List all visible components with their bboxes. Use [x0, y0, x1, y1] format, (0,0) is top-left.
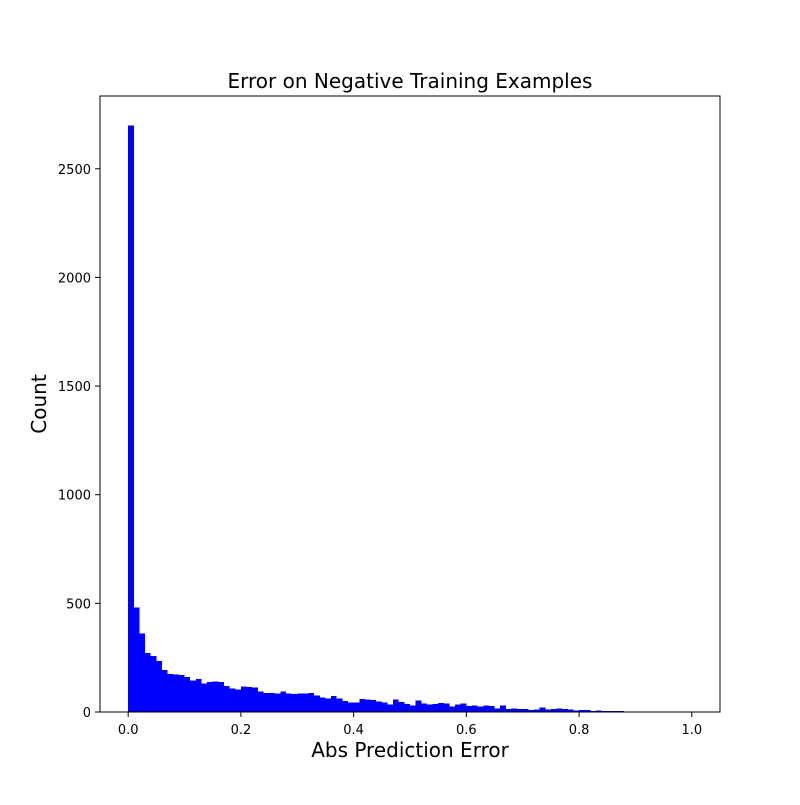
histogram-bar [292, 694, 298, 712]
y-tick-label: 1500 [58, 380, 91, 395]
histogram-bar [359, 699, 365, 712]
x-tick-label: 0.6 [456, 723, 477, 738]
x-axis-ticks: 0.0 0.2 0.4 0.6 0.8 1.0 [118, 712, 702, 738]
histogram-bar [297, 693, 303, 712]
histogram-bar [201, 683, 207, 712]
histogram-bar [269, 693, 275, 712]
histogram-bar [421, 704, 427, 712]
histogram-bar [433, 704, 439, 712]
histogram-bar [314, 696, 320, 712]
y-tick-label: 2500 [58, 163, 91, 178]
histogram-bar [190, 680, 196, 712]
histogram-bar [196, 679, 202, 712]
y-tick-label: 0 [83, 706, 91, 721]
histogram-bar [331, 696, 337, 712]
histogram-bar [393, 699, 399, 712]
histogram-bar [286, 694, 292, 712]
histogram-bar [235, 690, 241, 712]
histogram-bar [399, 702, 405, 712]
histogram-bar [382, 703, 388, 712]
histogram-bar [472, 705, 478, 712]
y-axis-label: Count [27, 374, 51, 434]
histogram-bar [156, 661, 162, 712]
histogram-bar [342, 701, 348, 712]
histogram-bar [173, 675, 179, 712]
histogram-bar [151, 656, 157, 712]
x-axis-label: Abs Prediction Error [311, 738, 509, 762]
histogram-bar [252, 688, 258, 712]
histogram-bar [348, 703, 354, 712]
histogram-bar [325, 698, 331, 712]
histogram-bars [128, 125, 692, 712]
histogram-bar [207, 682, 213, 712]
histogram-bar [455, 705, 461, 712]
histogram-bar [218, 682, 224, 712]
histogram-bar [185, 677, 191, 712]
histogram-bar [365, 699, 371, 712]
histogram-bar [280, 692, 286, 712]
histogram-bar [134, 608, 140, 712]
histogram-bar [145, 653, 151, 712]
histogram-bar [404, 704, 410, 712]
x-tick-label: 0.2 [231, 723, 252, 738]
histogram-bar [540, 708, 546, 712]
histogram-bar [337, 699, 343, 712]
histogram-bar [483, 705, 489, 712]
histogram-bar [416, 700, 422, 712]
x-tick-label: 0.8 [569, 723, 590, 738]
histogram-bar [179, 675, 185, 712]
histogram-bar [258, 692, 264, 712]
histogram-bar [247, 687, 253, 712]
histogram-bar [230, 689, 236, 712]
histogram-bar [263, 693, 269, 712]
histogram-bar [168, 674, 174, 712]
histogram-bar [489, 706, 495, 712]
histogram-bar [478, 706, 484, 712]
x-tick-label: 1.0 [681, 723, 702, 738]
plot-area-frame [100, 96, 720, 712]
y-tick-label: 500 [66, 597, 91, 612]
histogram-bar [466, 706, 472, 712]
histogram-bar [162, 670, 168, 712]
histogram-bar [438, 703, 444, 712]
histogram-bar [500, 706, 506, 712]
chart-title: Error on Negative Training Examples [228, 69, 593, 93]
y-tick-label: 2000 [58, 271, 91, 286]
histogram-bar [371, 700, 377, 712]
histogram-bar [449, 706, 455, 712]
histogram-bar [241, 687, 247, 712]
histogram-bar [320, 697, 326, 712]
histogram-bar [128, 125, 134, 712]
histogram-bar [303, 693, 309, 712]
y-axis-ticks: 0 500 1000 1500 2000 2500 [58, 163, 100, 721]
histogram-bar [224, 686, 230, 712]
histogram-bar [427, 705, 433, 712]
x-tick-label: 0.0 [118, 723, 139, 738]
y-tick-label: 1000 [58, 489, 91, 504]
histogram-bar [376, 701, 382, 712]
histogram-bar [275, 693, 281, 712]
histogram-bar [309, 693, 315, 712]
histogram-bar [461, 703, 467, 712]
histogram-bar [410, 705, 416, 712]
histogram-bar [213, 682, 219, 712]
histogram-bar [354, 702, 360, 712]
histogram-bar [387, 705, 393, 712]
x-tick-label: 0.4 [343, 723, 364, 738]
histogram-bar [444, 704, 450, 712]
histogram-bar [139, 633, 145, 712]
